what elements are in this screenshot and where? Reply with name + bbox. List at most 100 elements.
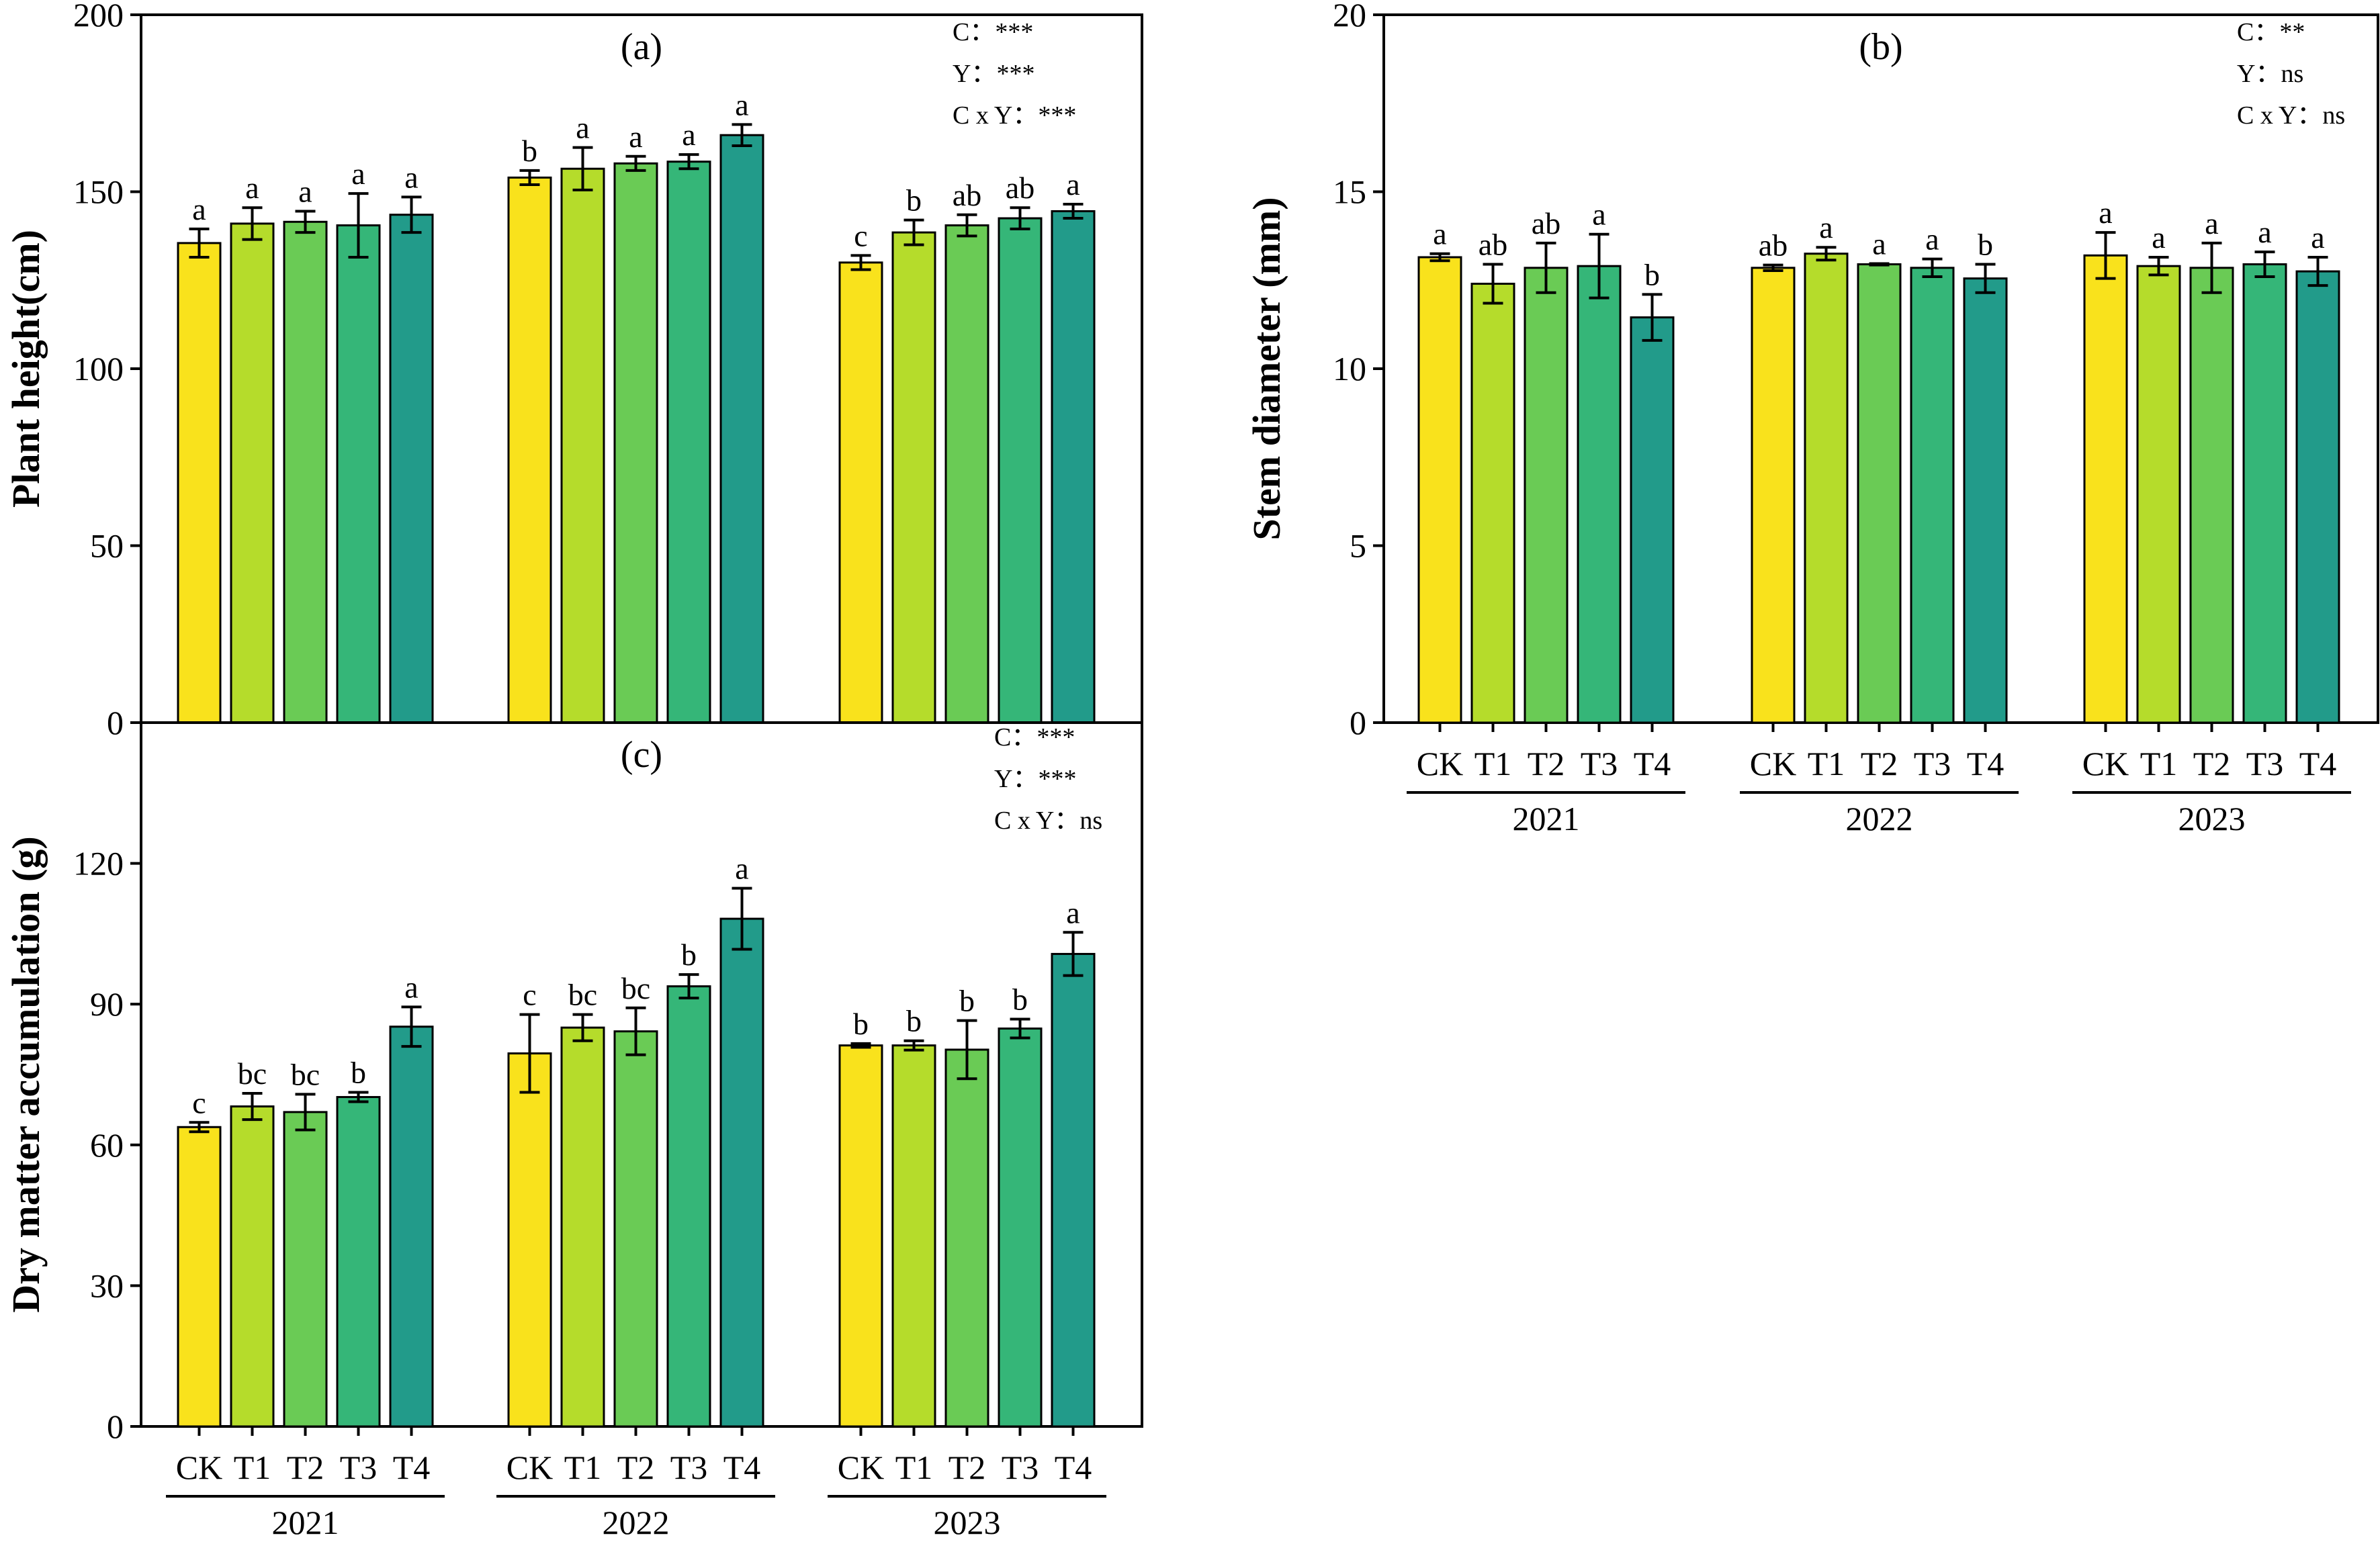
stat-annotation: C x Y：ns (994, 807, 1102, 835)
significance-letter: b (906, 183, 922, 218)
bar-2022-T1 (1804, 253, 1849, 724)
bar-2023-T4 (1051, 952, 1096, 1428)
bar-2021-T1 (230, 1105, 275, 1428)
x-category-label: CK (176, 1449, 222, 1486)
significance-letter: a (1066, 167, 1079, 201)
bar-2021-T2 (283, 220, 328, 724)
y-tick-label: 0 (107, 704, 124, 741)
x-category-label: CK (2082, 745, 2129, 782)
bar-2021-T1 (230, 222, 275, 724)
y-tick-label: 30 (90, 1267, 124, 1304)
bar-2021-T4 (1630, 316, 1675, 724)
year-label: 2022 (603, 1504, 670, 1541)
significance-letter: b (351, 1056, 366, 1090)
bar-2022-T2 (613, 162, 658, 724)
bar-2023-T2 (2189, 267, 2234, 724)
x-category-label: CK (1417, 745, 1463, 782)
x-category-label: T4 (2299, 745, 2337, 782)
significance-letter: a (1819, 210, 1833, 244)
y-tick-label: 60 (90, 1126, 124, 1164)
bar-2022-CK (507, 1052, 552, 1428)
y-tick-label: 10 (1333, 350, 1366, 388)
panel-label: (a) (621, 26, 662, 68)
year-label: 2023 (2178, 800, 2246, 837)
significance-letter: c (523, 978, 536, 1012)
stat-annotation: C x Y：ns (2237, 101, 2345, 130)
x-category-label: T4 (1967, 745, 2004, 782)
significance-letter: b (1012, 983, 1028, 1017)
x-category-label: T3 (2246, 745, 2284, 782)
stat-annotation: Y：ns (2237, 60, 2303, 88)
x-category-label: CK (506, 1449, 553, 1486)
x-category-label: T3 (670, 1449, 708, 1486)
significance-letter: a (1433, 217, 1446, 251)
y-tick-label: 5 (1350, 527, 1366, 565)
significance-letter: ab (953, 178, 981, 212)
significance-letter: b (1978, 228, 1993, 262)
bar-2021-T4 (389, 1025, 434, 1428)
bar-2021-CK (1417, 256, 1462, 724)
significance-letter: a (245, 171, 259, 205)
y-axis-label: Stem diameter (mm) (1245, 197, 1288, 540)
bar-2021-T2 (283, 1111, 328, 1428)
chart-panel-a: 0 50 100 150 200 Plant height(cm) (a) C：*** Y：**… (4, 0, 1143, 741)
stat-annotation: C：** (2237, 18, 2305, 46)
x-category-label: T1 (1808, 745, 1845, 782)
significance-letter: ab (1006, 171, 1034, 205)
significance-letter: a (2311, 220, 2324, 255)
bar-2023-T3 (998, 1028, 1043, 1428)
significance-letter: a (298, 174, 312, 208)
y-tick-label: 100 (73, 350, 124, 388)
bar-2022-T3 (1910, 267, 1955, 724)
y-axis-label: Dry matter accumulation (g) (4, 836, 48, 1312)
significance-letter: a (735, 852, 748, 886)
y-tick-label: 15 (1333, 173, 1366, 211)
bar-2021-CK (177, 1126, 222, 1428)
x-category-label: T2 (1861, 745, 1898, 782)
stat-annotation: C：*** (994, 723, 1075, 751)
bar-2022-T1 (560, 1026, 605, 1428)
stat-annotation: Y：*** (994, 765, 1076, 793)
bar-2023-CK (838, 1044, 883, 1428)
bar-2021-T3 (336, 224, 381, 724)
y-tick-label: 120 (73, 845, 124, 882)
year-label: 2021 (272, 1504, 339, 1541)
significance-letter: b (522, 134, 537, 168)
y-tick-label: 90 (90, 985, 124, 1023)
bar-2021-T3 (1577, 265, 1622, 724)
x-category-label: T1 (895, 1449, 933, 1486)
bar-2021-T3 (336, 1096, 381, 1428)
significance-letter: bc (568, 978, 597, 1012)
significance-letter: a (1925, 222, 1939, 257)
significance-letter: bc (621, 971, 650, 1005)
bar-2023-T1 (2136, 265, 2181, 724)
bar-2022-T4 (719, 917, 764, 1428)
x-category-label: CK (838, 1449, 884, 1486)
y-tick-label: 150 (73, 173, 124, 211)
x-category-label: T1 (2140, 745, 2178, 782)
x-category-label: T4 (393, 1449, 431, 1486)
bar-2022-T4 (719, 134, 764, 724)
chart-panel-b: 0 5 10 15 20 Stem diameter (mm) (b) C：** Y：ns C x… (1245, 0, 2379, 837)
y-tick-label: 50 (90, 527, 124, 565)
bar-2022-T2 (613, 1030, 658, 1428)
x-category-label: CK (1750, 745, 1796, 782)
x-category-label: T2 (617, 1449, 655, 1486)
bar-2022-T1 (560, 167, 605, 724)
bar-2023-T3 (2242, 263, 2287, 724)
significance-letter: b (1644, 257, 1660, 291)
significance-letter: b (959, 984, 975, 1018)
bar-2023-CK (838, 261, 883, 724)
significance-letter: a (1592, 197, 1605, 232)
bar-2023-T4 (2295, 270, 2340, 724)
x-category-label: T2 (1528, 745, 1565, 782)
bar-2023-T2 (944, 1048, 989, 1428)
significance-letter: a (192, 192, 206, 226)
panel-label: (c) (621, 734, 662, 776)
stat-annotation: Y：*** (953, 60, 1034, 88)
bar-2022-T2 (1857, 263, 1902, 724)
x-category-label: T4 (1634, 745, 1671, 782)
significance-letter: ab (1479, 228, 1507, 262)
significance-letter: ab (1532, 206, 1560, 240)
significance-letter: b (681, 938, 697, 972)
